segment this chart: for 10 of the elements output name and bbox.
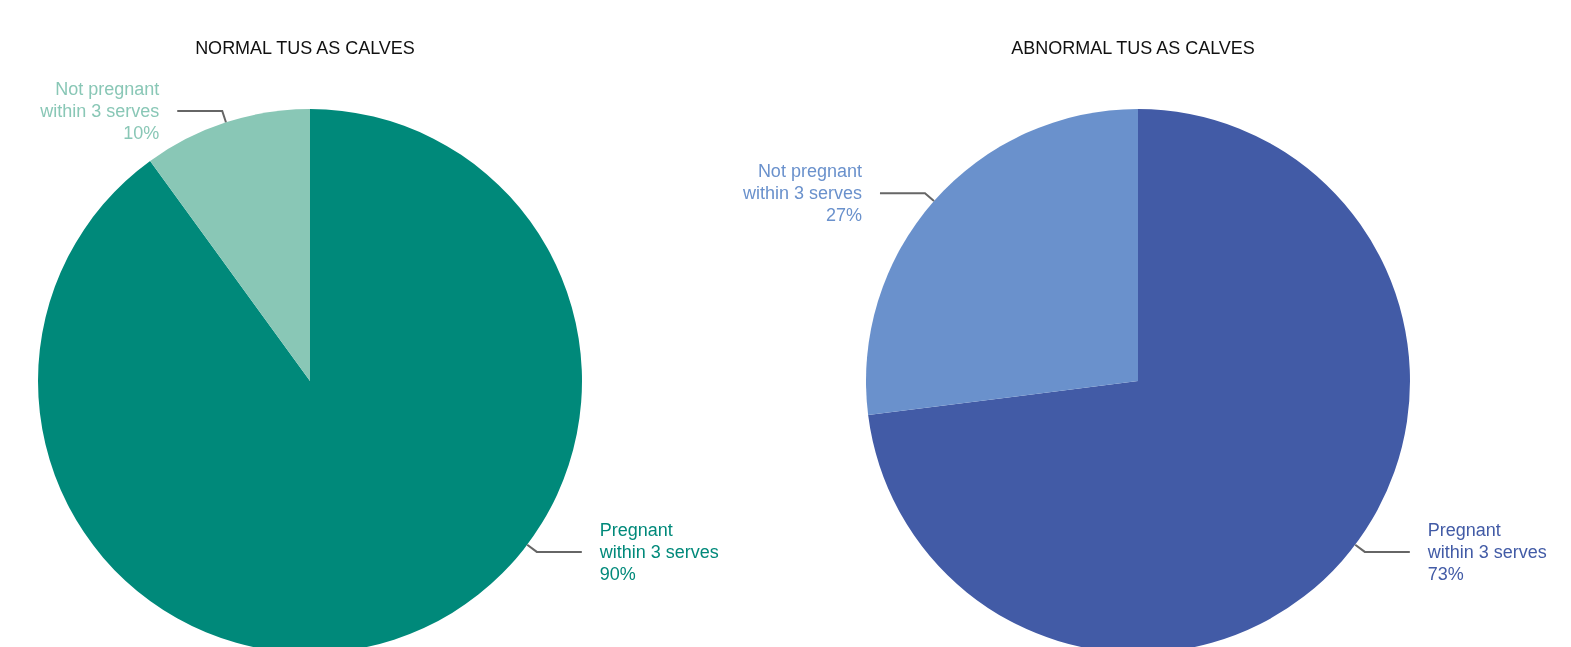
chart-title: ABNORMAL TUS AS CALVES (1010, 38, 1256, 59)
chart-title: NORMAL TUS AS CALVES (194, 38, 416, 59)
slice-label: Pregnant within 3 serves (1426, 519, 1547, 562)
data-label: 90% (599, 563, 636, 584)
slice-label: Pregnant within 3 serves (598, 519, 719, 562)
slice-label: Not pregnant within 3 serves (39, 78, 160, 121)
slice-label: Not pregnant within 3 serves (741, 161, 862, 204)
data-label: 10% (123, 122, 160, 143)
data-label: 73% (1427, 563, 1464, 584)
data-label: 27% (825, 205, 862, 226)
